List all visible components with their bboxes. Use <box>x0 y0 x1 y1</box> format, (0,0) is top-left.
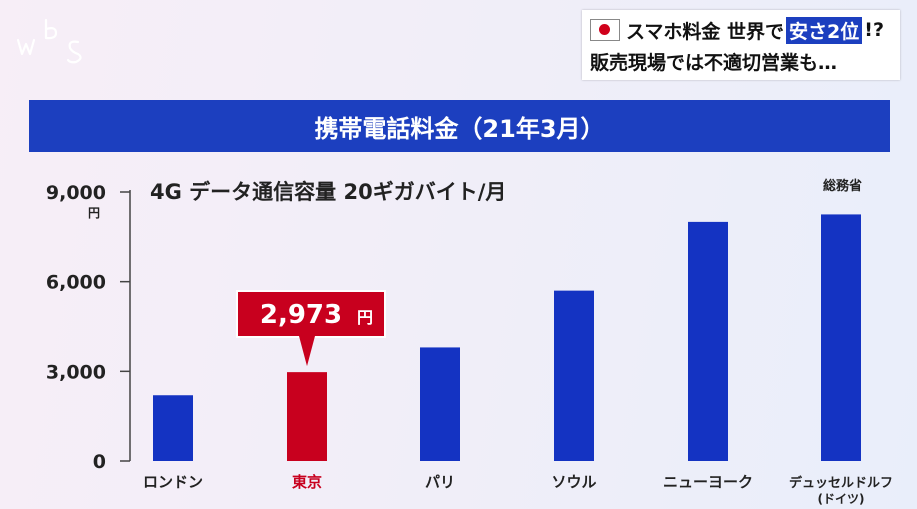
category-label: ニューヨーク <box>663 473 753 491</box>
news-headline: スマホ料金 世界で 安さ2位 !? 販売現場では不適切営業も… <box>582 10 900 80</box>
bar-5 <box>688 221 728 461</box>
japan-flag-icon <box>590 19 620 41</box>
wbs-logo-icon <box>16 18 82 64</box>
category-label: ソウル <box>551 473 596 491</box>
bar-4 <box>554 290 594 461</box>
y-tick-label: 0 <box>93 451 106 473</box>
chart-source: 総務省 <box>823 178 862 194</box>
highlight-callout-pointer <box>299 336 315 367</box>
category-label: パリ <box>425 473 455 491</box>
category-label: 東京 <box>292 473 322 491</box>
category-sublabel: (ドイツ) <box>818 492 865 506</box>
category-label: デュッセルドルフ <box>789 475 893 491</box>
highlight-callout-box <box>236 290 386 338</box>
chart-subtitle: 4G データ通信容量 20ギガバイト/月 <box>150 180 506 204</box>
bar-3 <box>420 347 460 461</box>
headline-line-2: 販売現場では不適切営業も… <box>590 52 838 74</box>
y-tick-label: 3,000 <box>46 361 106 383</box>
bar-6 <box>821 214 861 461</box>
highlight-value-unit: 円 <box>357 308 373 327</box>
y-axis-unit: 円 <box>88 206 100 220</box>
headline-text-pre: スマホ料金 世界で <box>626 20 785 43</box>
headline-text-post: !? <box>864 19 884 41</box>
category-label: ロンドン <box>143 473 203 491</box>
headline-line-1: スマホ料金 世界で 安さ2位 !? <box>590 16 884 44</box>
headline-highlight: 安さ2位 <box>786 16 863 44</box>
y-tick-label: 9,000 <box>46 182 106 204</box>
bar-2 <box>287 372 327 461</box>
y-tick-label: 6,000 <box>46 272 106 294</box>
chart-title-banner: 携帯電話料金（21年3月） <box>29 100 890 152</box>
highlight-value-label: 2,973 <box>260 300 342 330</box>
bar-1 <box>153 395 193 461</box>
